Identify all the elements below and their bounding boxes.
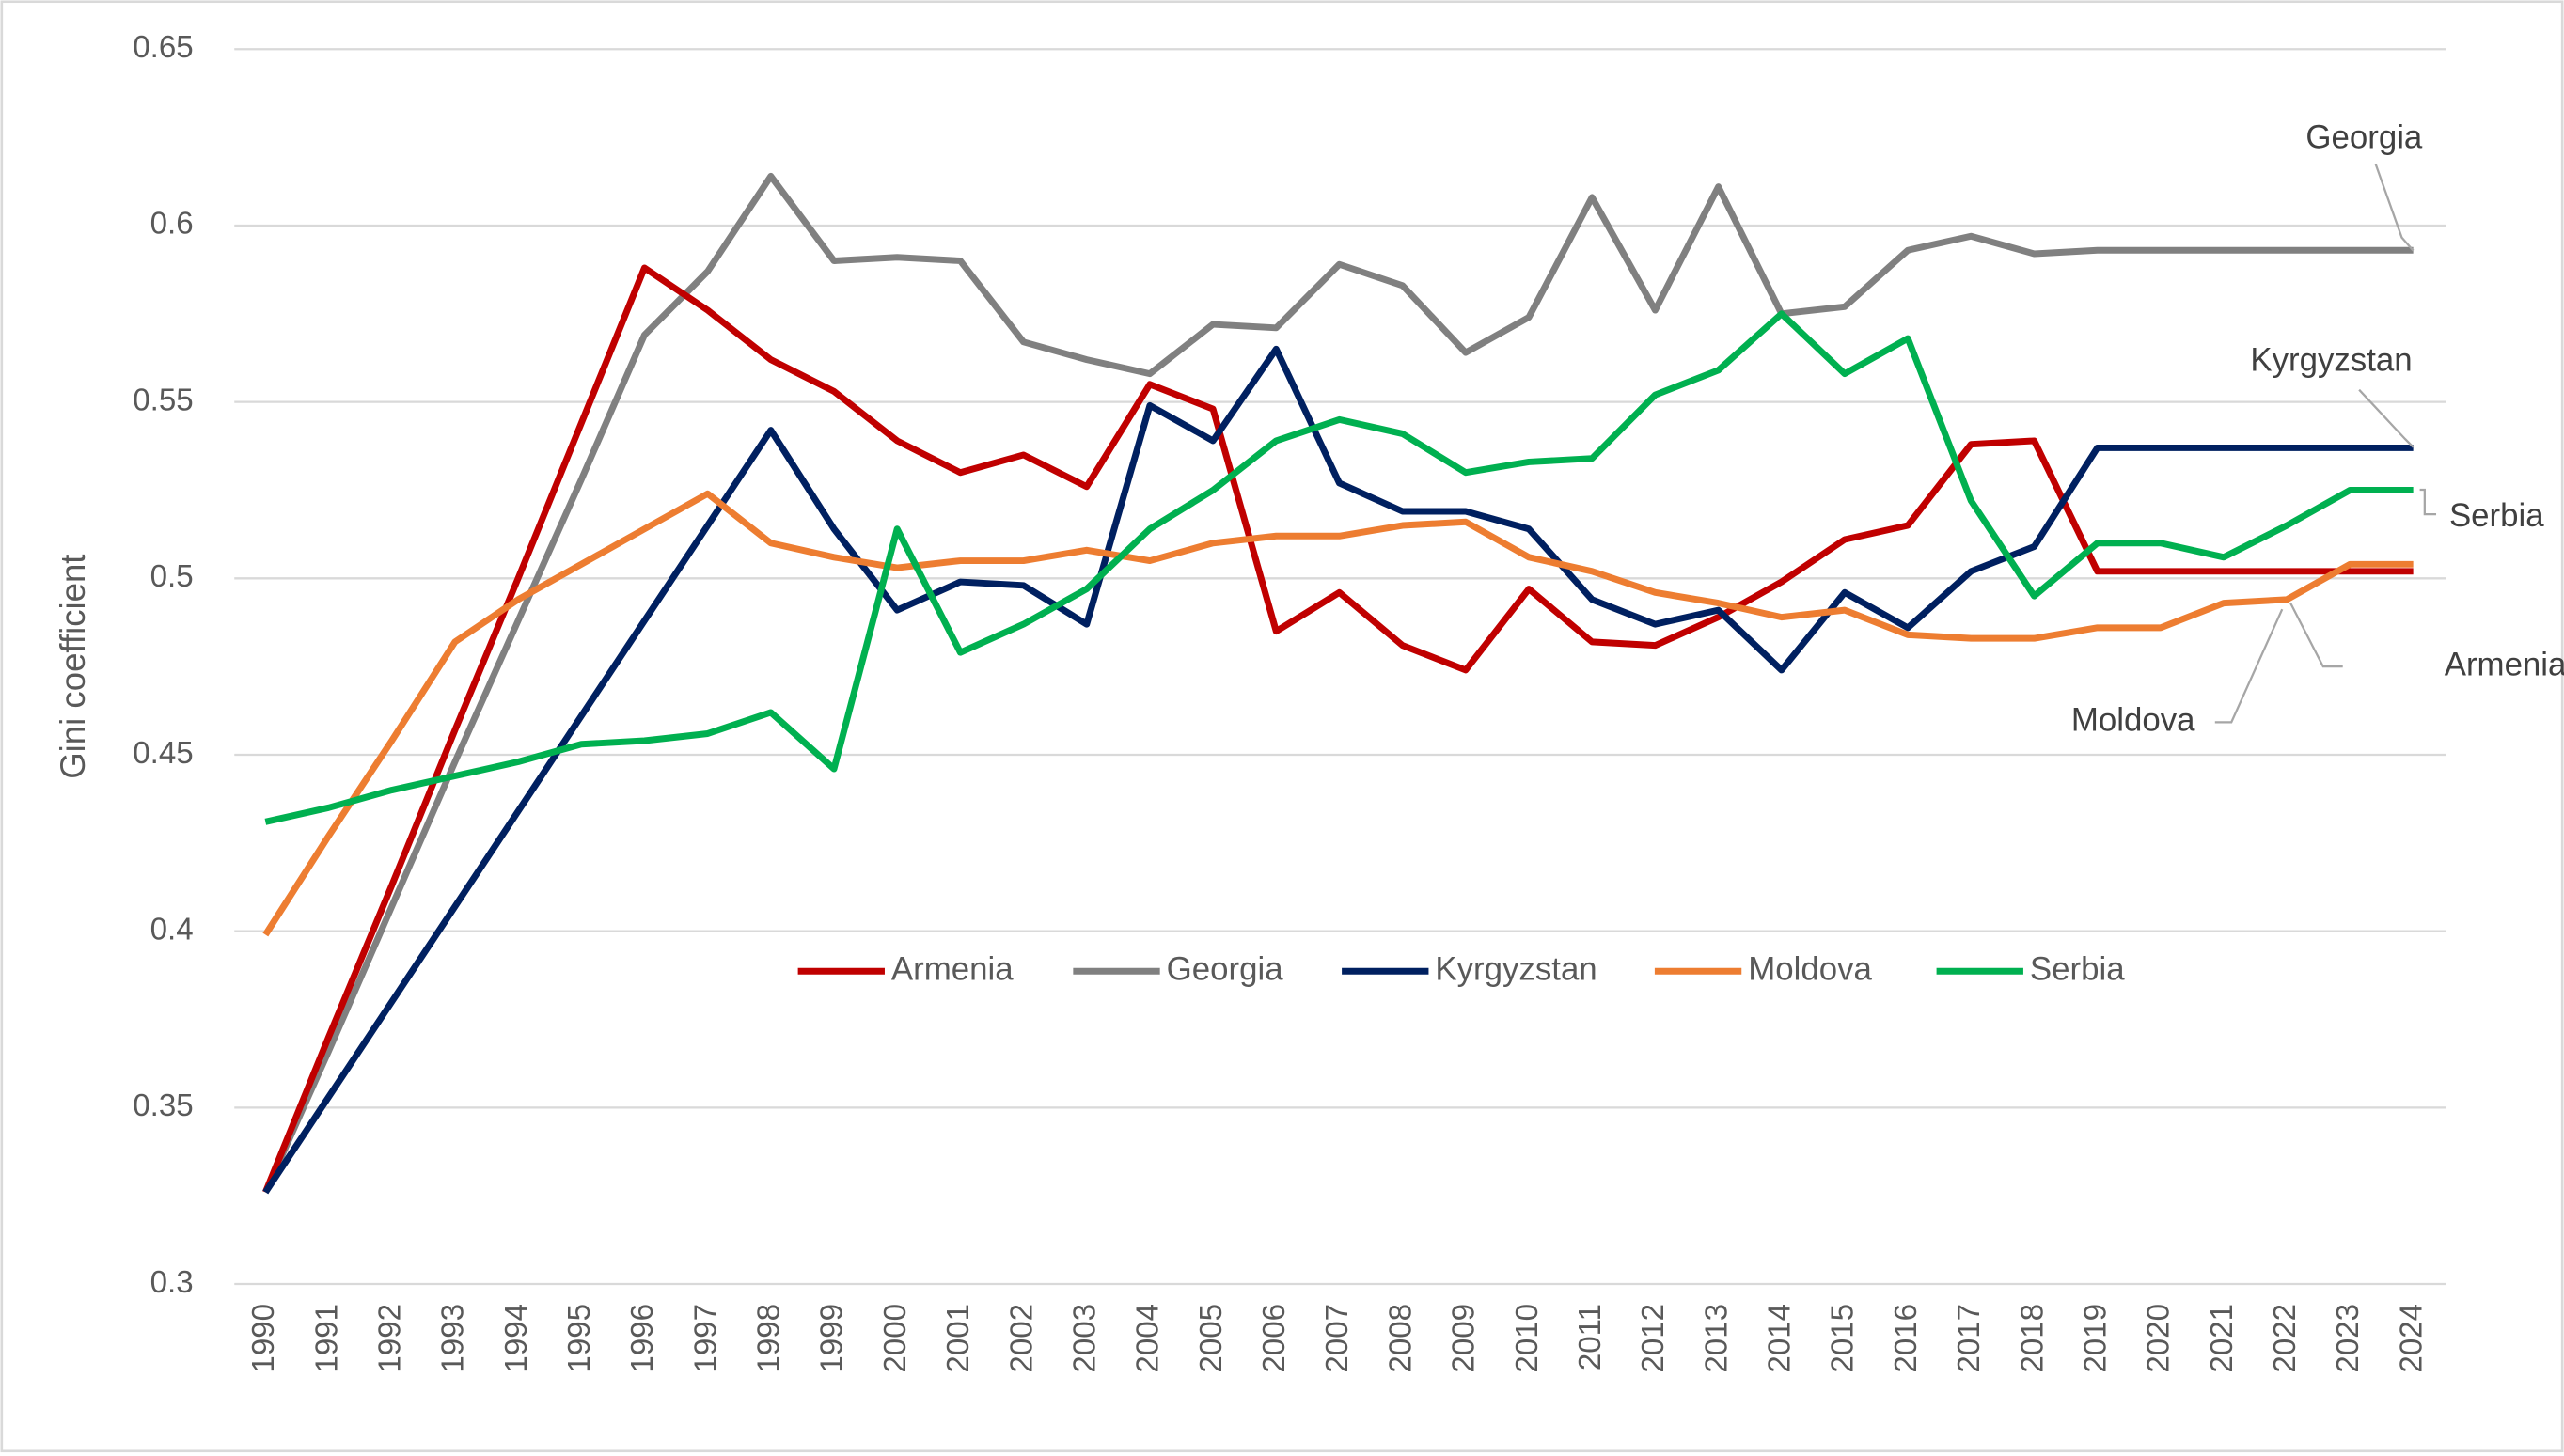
x-tick-label: 2019 — [2078, 1304, 2113, 1373]
x-tick-label: 2007 — [1320, 1304, 1355, 1373]
y-tick-label: 0.4 — [150, 912, 194, 947]
annotation-leader — [2358, 388, 2415, 448]
series-line — [262, 345, 2414, 1195]
x-tick-label: 2015 — [1826, 1304, 1861, 1373]
series-line — [262, 264, 2414, 1194]
legend-label: Armenia — [891, 950, 1014, 987]
x-tick-label: 2004 — [1131, 1304, 1166, 1373]
x-tick-label: 1994 — [499, 1304, 534, 1373]
x-tick-label: 2003 — [1067, 1304, 1102, 1373]
y-tick-label: 0.45 — [133, 736, 193, 771]
y-tick-label: 0.35 — [133, 1088, 193, 1123]
annotation-label: Georgia — [2305, 118, 2423, 155]
x-tick-label: 2012 — [1636, 1304, 1671, 1373]
legend-label: Serbia — [2030, 950, 2125, 987]
x-tick-label: 2005 — [1194, 1304, 1229, 1373]
legend-label: Moldova — [1748, 950, 1872, 987]
x-tick-label: 2016 — [1889, 1304, 1924, 1373]
annotation-label: Armenia — [2445, 646, 2564, 682]
x-tick-label: 1992 — [372, 1304, 407, 1373]
x-tick-label: 2021 — [2205, 1304, 2240, 1373]
y-tick-label: 0.3 — [150, 1265, 194, 1300]
y-axis-label: Gini coefficient — [54, 555, 92, 779]
x-tick-label: 2020 — [2142, 1304, 2177, 1373]
x-tick-label: 1990 — [246, 1304, 281, 1373]
x-tick-label: 2010 — [1510, 1304, 1545, 1373]
annotation-leader — [2214, 608, 2284, 724]
x-tick-label: 1998 — [752, 1304, 787, 1373]
x-tick-label: 2018 — [2015, 1304, 2050, 1373]
x-tick-label: 2013 — [1699, 1304, 1734, 1373]
x-tick-label: 2006 — [1257, 1304, 1292, 1373]
series-line — [264, 310, 2414, 825]
x-tick-label: 2024 — [2394, 1304, 2429, 1373]
x-tick-label: 1997 — [688, 1304, 723, 1373]
x-tick-label: 2017 — [1952, 1304, 1987, 1373]
legend-label: Georgia — [1167, 950, 1284, 987]
x-tick-label: 2023 — [2331, 1304, 2366, 1373]
series-line — [262, 172, 2414, 1194]
x-tick-label: 2000 — [878, 1304, 913, 1373]
annotation-label: Moldova — [2071, 702, 2195, 739]
x-tick-label: 2009 — [1447, 1304, 1482, 1373]
x-tick-label: 1993 — [436, 1304, 471, 1373]
x-tick-label: 2014 — [1763, 1304, 1798, 1373]
annotation-label: Serbia — [2449, 497, 2544, 534]
y-tick-label: 0.65 — [133, 30, 193, 65]
x-tick-label: 1999 — [815, 1304, 850, 1373]
x-tick-label: 1991 — [309, 1304, 344, 1373]
annotation-leader — [2289, 602, 2343, 668]
x-tick-label: 1996 — [625, 1304, 660, 1373]
x-tick-label: 2011 — [1573, 1304, 1608, 1370]
y-tick-label: 0.6 — [150, 207, 194, 242]
x-tick-label: 2001 — [941, 1304, 976, 1373]
y-tick-label: 0.55 — [133, 383, 193, 417]
x-tick-label: 2008 — [1383, 1304, 1418, 1373]
legend-label: Kyrgyzstan — [1435, 950, 1597, 987]
series-line — [262, 490, 2414, 937]
x-tick-label: 2022 — [2268, 1304, 2303, 1373]
x-tick-label: 2002 — [1004, 1304, 1039, 1373]
annotation-label: Kyrgyzstan — [2250, 341, 2412, 378]
annotation-leader — [2419, 488, 2437, 516]
y-tick-label: 0.5 — [150, 559, 194, 594]
x-tick-label: 1995 — [562, 1304, 597, 1373]
annotation-leader — [2374, 163, 2415, 252]
